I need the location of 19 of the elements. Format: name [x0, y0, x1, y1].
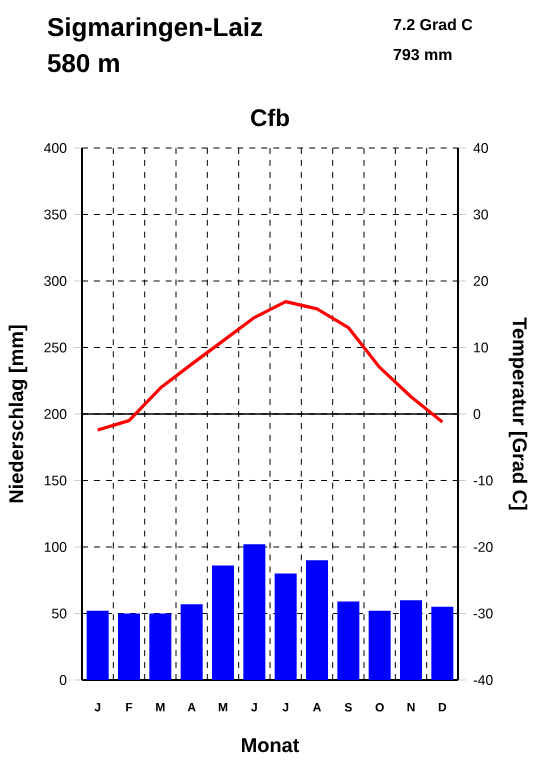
bar: [274, 573, 297, 680]
y-axis-title: Niederschlag [mm]: [8, 325, 28, 503]
line-series: [96, 300, 444, 432]
bar: [368, 610, 391, 680]
bar: [400, 600, 423, 680]
bar: [86, 610, 109, 680]
bar: [212, 565, 234, 680]
bar: [431, 606, 454, 680]
y2-axis-title: Temperatur [Grad C]: [508, 317, 528, 510]
chart-title: Sigmaringen-Laiz: [47, 17, 263, 42]
chart-subtitle: 580 m: [47, 53, 119, 73]
text: Cfb: [251, 108, 289, 127]
bar: [243, 544, 266, 680]
x-axis-title: Monat: [242, 738, 300, 753]
bar: [149, 613, 172, 680]
bar: [306, 560, 329, 680]
bar: [180, 604, 203, 680]
bar: [337, 601, 360, 680]
bar: [118, 613, 140, 680]
